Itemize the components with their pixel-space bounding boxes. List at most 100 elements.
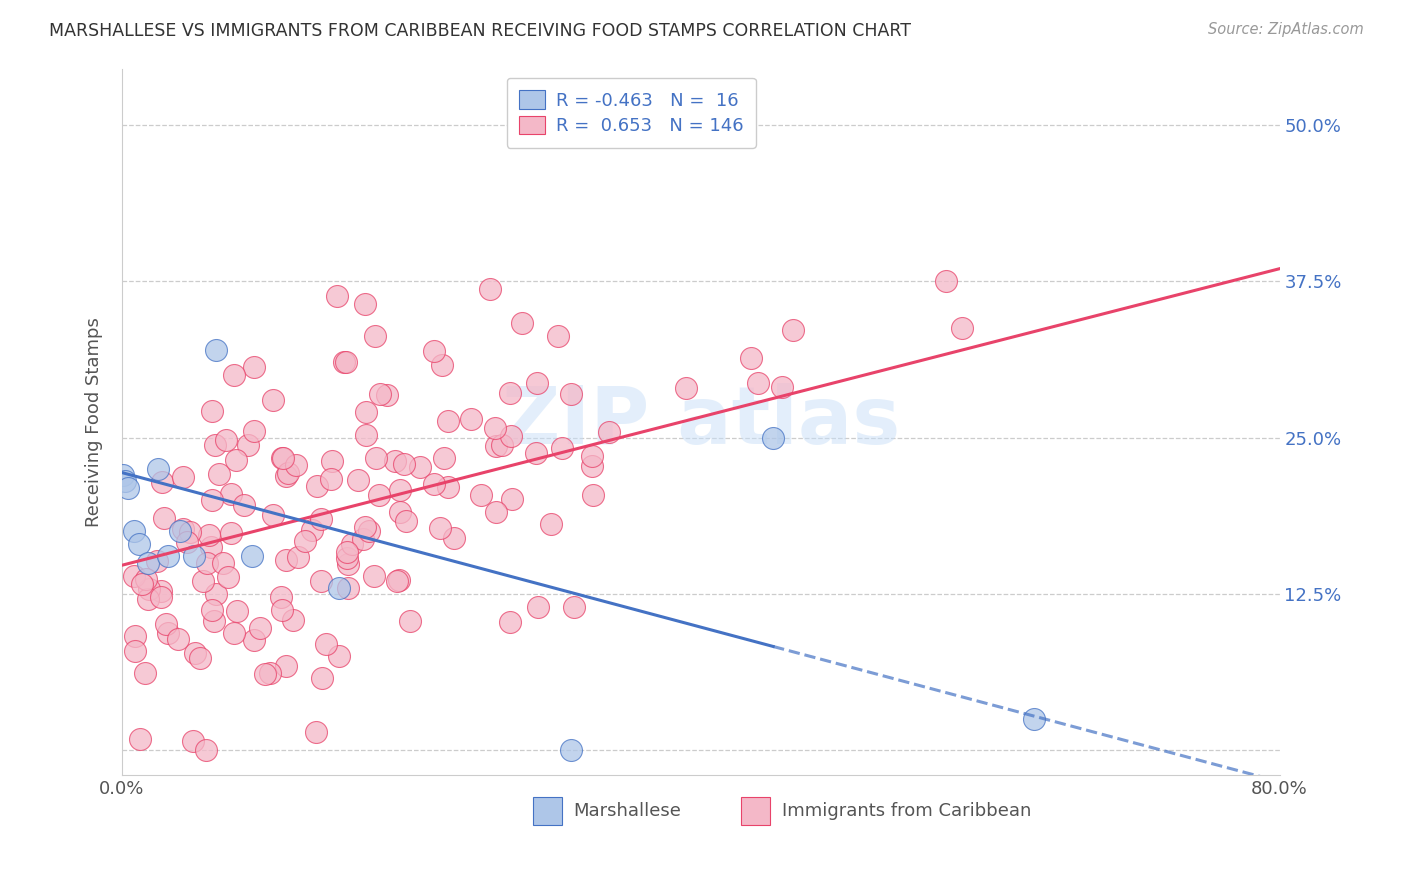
Point	[581, 449, 603, 463]
Point	[114, 475, 136, 489]
Point	[135, 573, 157, 587]
Point	[675, 381, 697, 395]
Point	[122, 524, 145, 539]
Point	[238, 438, 260, 452]
Point	[124, 643, 146, 657]
Point	[124, 569, 146, 583]
Point	[212, 556, 235, 570]
Point	[219, 526, 242, 541]
Point	[243, 633, 266, 648]
Point	[564, 600, 586, 615]
Point	[179, 524, 201, 539]
Point	[333, 354, 356, 368]
Point	[363, 568, 385, 582]
Point	[430, 358, 453, 372]
Point	[219, 486, 242, 500]
Point	[253, 666, 276, 681]
Point	[131, 576, 153, 591]
Point	[437, 414, 460, 428]
Point	[336, 551, 359, 566]
Point	[395, 514, 418, 528]
Point	[201, 404, 224, 418]
Text: MARSHALLESE VS IMMIGRANTS FROM CARIBBEAN RECEIVING FOOD STAMPS CORRELATION CHART: MARSHALLESE VS IMMIGRANTS FROM CARIBBEAN…	[49, 22, 911, 40]
Point	[460, 411, 482, 425]
Point	[443, 531, 465, 545]
Text: ZIP atlas: ZIP atlas	[502, 383, 900, 461]
Point	[399, 614, 422, 628]
Point	[138, 591, 160, 606]
Point	[340, 537, 363, 551]
Point	[527, 599, 550, 614]
Point	[305, 479, 328, 493]
Point	[366, 451, 388, 466]
Point	[321, 454, 343, 468]
Point	[205, 587, 228, 601]
Point	[183, 549, 205, 564]
Point	[319, 472, 342, 486]
Point	[498, 385, 520, 400]
Point	[392, 458, 415, 472]
Bar	[741, 797, 770, 825]
Point	[437, 480, 460, 494]
Point	[389, 483, 412, 497]
Point	[470, 488, 492, 502]
Point	[271, 603, 294, 617]
Point	[124, 629, 146, 643]
Point	[309, 512, 332, 526]
Point	[950, 321, 973, 335]
Point	[243, 359, 266, 374]
Point	[155, 616, 177, 631]
Point	[128, 537, 150, 551]
Point	[277, 466, 299, 480]
Point	[782, 323, 804, 337]
Point	[770, 379, 793, 393]
Point	[560, 387, 582, 401]
Point	[271, 450, 294, 465]
Point	[478, 282, 501, 296]
Point	[935, 275, 957, 289]
Bar	[533, 797, 562, 825]
Point	[311, 671, 333, 685]
Point	[117, 481, 139, 495]
Point	[181, 733, 204, 747]
Point	[524, 446, 547, 460]
Point	[409, 459, 432, 474]
Point	[281, 613, 304, 627]
Point	[136, 556, 159, 570]
Point	[204, 438, 226, 452]
Point	[429, 521, 451, 535]
Point	[422, 344, 444, 359]
Point	[274, 468, 297, 483]
Point	[149, 584, 172, 599]
Point	[309, 574, 332, 588]
Point	[148, 462, 170, 476]
Point	[242, 425, 264, 439]
Point	[274, 658, 297, 673]
Point	[145, 554, 167, 568]
Point	[357, 524, 380, 539]
Point	[354, 520, 377, 534]
Point	[328, 581, 350, 595]
Point	[208, 467, 231, 482]
Point	[762, 431, 785, 445]
Point	[157, 626, 180, 640]
Point	[540, 517, 562, 532]
Point	[315, 638, 337, 652]
Point	[240, 549, 263, 564]
Text: Source: ZipAtlas.com: Source: ZipAtlas.com	[1208, 22, 1364, 37]
Point	[200, 540, 222, 554]
Point	[169, 524, 191, 539]
Point	[326, 289, 349, 303]
Point	[262, 508, 284, 523]
Point	[294, 534, 316, 549]
Point	[352, 533, 374, 547]
Point	[166, 632, 188, 647]
Point	[202, 614, 225, 628]
Point	[259, 665, 281, 680]
Point	[747, 376, 769, 390]
Point	[287, 550, 309, 565]
Y-axis label: Receiving Food Stamps: Receiving Food Stamps	[86, 317, 103, 527]
Point	[384, 453, 406, 467]
Point	[112, 468, 135, 483]
Point	[337, 581, 360, 595]
